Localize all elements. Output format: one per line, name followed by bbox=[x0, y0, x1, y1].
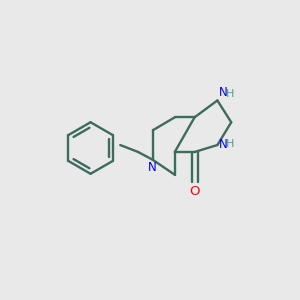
Text: N: N bbox=[148, 161, 156, 174]
Text: O: O bbox=[189, 185, 200, 198]
Text: H: H bbox=[226, 89, 235, 100]
Text: H: H bbox=[226, 139, 235, 149]
Text: N: N bbox=[219, 86, 228, 100]
Text: N: N bbox=[219, 138, 228, 151]
